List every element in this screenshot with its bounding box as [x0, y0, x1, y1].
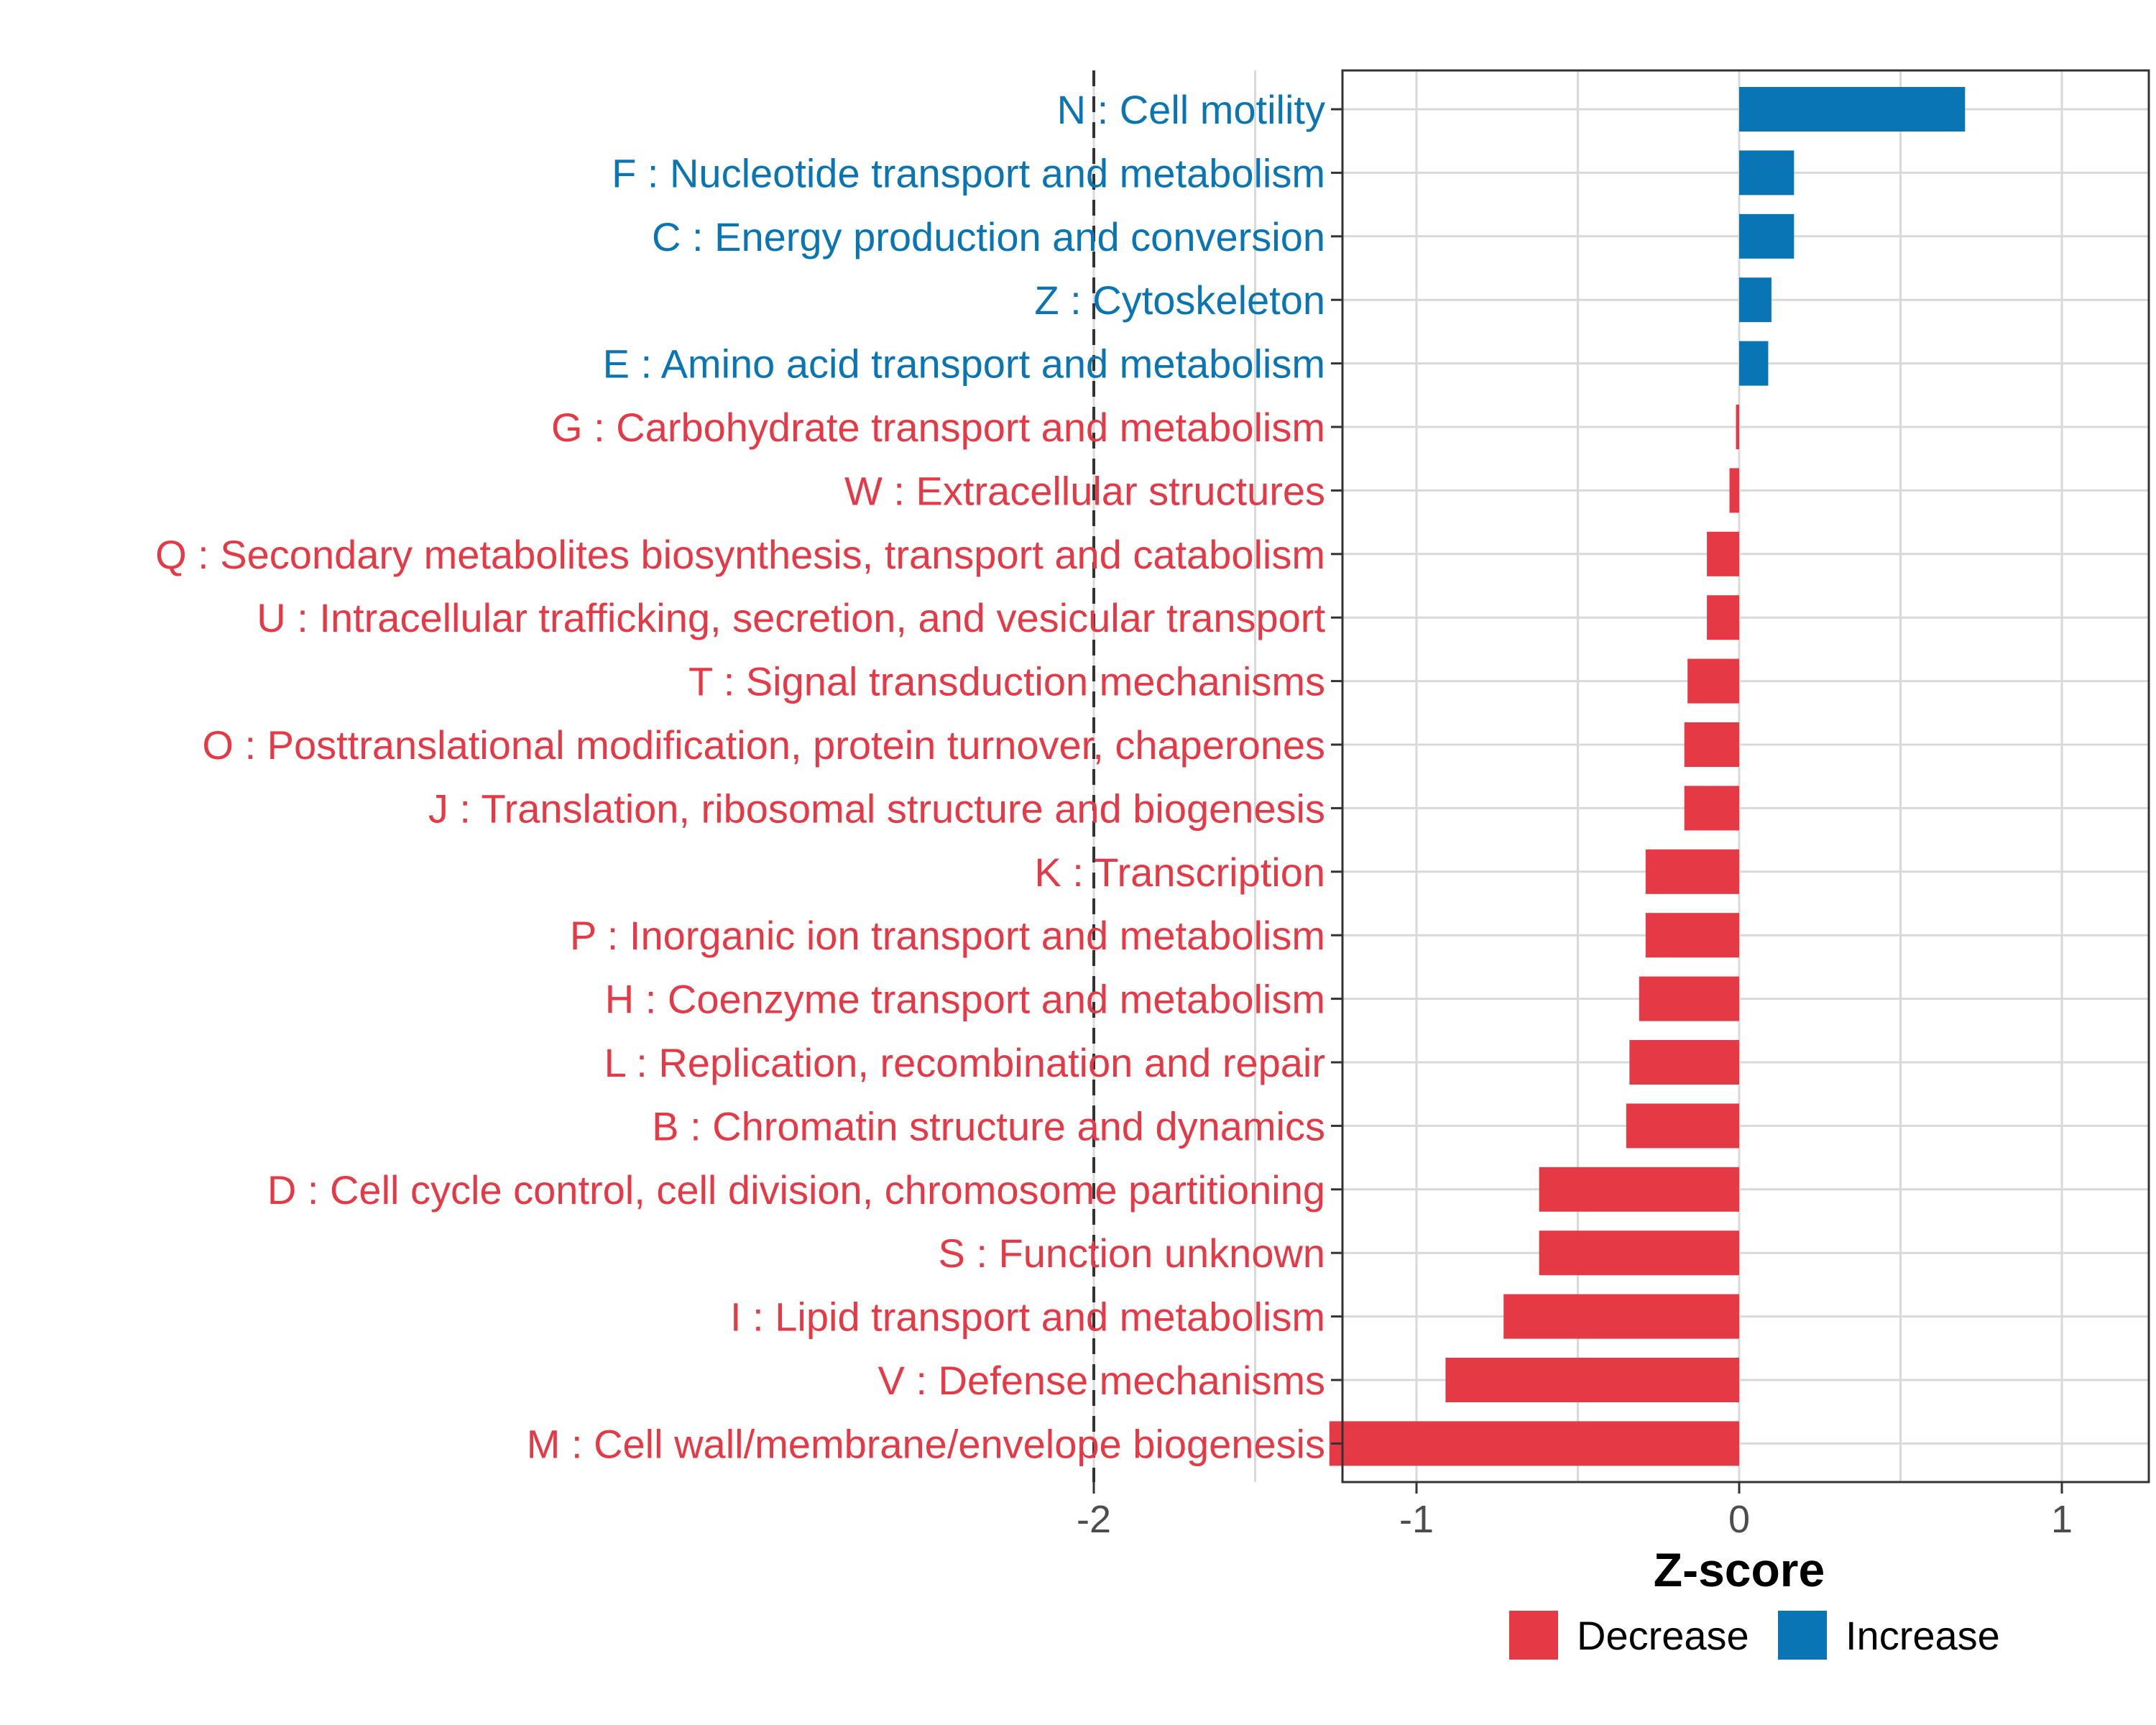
category-label: L : Replication, recombination and repai… — [604, 1040, 1325, 1085]
category-label: D : Cell cycle control, cell division, c… — [267, 1167, 1325, 1213]
category-label: S : Function unknown — [938, 1230, 1325, 1276]
bar-l — [1629, 1040, 1739, 1085]
category-label: P : Inorganic ion transport and metaboli… — [570, 913, 1325, 958]
category-label: F : Nucleotide transport and metabolism — [612, 150, 1325, 196]
category-label: Z : Cytoskeleton — [1034, 277, 1325, 323]
category-label: N : Cell motility — [1057, 87, 1325, 132]
bars — [1329, 87, 1966, 1466]
panel — [1341, 69, 2150, 1484]
category-label: G : Carbohydrate transport and metabolis… — [551, 405, 1325, 450]
category-label: U : Intracellular trafficking, secretion… — [257, 595, 1325, 640]
x-tick-label: -1 — [1399, 1498, 1434, 1541]
bar-f — [1739, 150, 1795, 196]
bar-z — [1739, 277, 1772, 323]
bar-h — [1639, 976, 1739, 1021]
gridlines — [1092, 70, 2149, 1482]
bar-s — [1539, 1230, 1739, 1276]
bar-q — [1707, 531, 1739, 576]
category-label: Q : Secondary metabolites biosynthesis, … — [155, 532, 1325, 577]
legend-label-increase: Increase — [1846, 1613, 2000, 1658]
bar-n — [1739, 87, 1966, 132]
bar-m — [1329, 1421, 1739, 1466]
bar-v — [1445, 1358, 1739, 1402]
x-tick-label: 0 — [1728, 1498, 1750, 1541]
category-label: H : Coenzyme transport and metabolism — [605, 977, 1325, 1022]
x-tick-label: 1 — [2051, 1498, 2073, 1541]
legend-key-decrease — [1509, 1611, 1558, 1660]
bar-b — [1626, 1103, 1739, 1149]
bar-p — [1645, 913, 1739, 958]
category-label: V : Defense mechanisms — [878, 1358, 1325, 1403]
x-tick-label: -2 — [1077, 1498, 1111, 1541]
bar-d — [1539, 1167, 1739, 1212]
x-axis-title: Z-score — [1654, 1543, 1825, 1596]
category-label: I : Lipid transport and metabolism — [730, 1294, 1325, 1340]
category-label: B : Chromatin structure and dynamics — [652, 1103, 1325, 1149]
legend: Decrease Increase — [1509, 1611, 2000, 1660]
bar-u — [1707, 595, 1739, 640]
bar-w — [1729, 468, 1739, 513]
category-label: K : Transcription — [1034, 850, 1325, 895]
bar-g — [1736, 405, 1739, 449]
bar-e — [1739, 341, 1769, 386]
category-labels: N : Cell motility F : Nucleotide transpor… — [155, 87, 1325, 1466]
legend-label-decrease: Decrease — [1577, 1613, 1749, 1658]
category-label: W : Extracellular structures — [844, 468, 1325, 513]
category-label: J : Translation, ribosomal structure and… — [428, 786, 1325, 831]
category-label: O : Posttranslational modification, prot… — [202, 722, 1325, 768]
bar-c — [1739, 213, 1795, 259]
x-axis: -2-1012 — [1077, 108, 2073, 1541]
panel-border — [1341, 69, 2150, 1484]
legend-key-increase — [1778, 1611, 1827, 1660]
bar-t — [1687, 658, 1739, 704]
bar-i — [1503, 1294, 1739, 1339]
category-label: M : Cell wall/membrane/envelope biogenes… — [527, 1421, 1325, 1466]
bar-j — [1684, 786, 1739, 831]
category-label: E : Amino acid transport and metabolism — [603, 341, 1325, 387]
bar-o — [1684, 722, 1739, 767]
category-label: C : Energy production and conversion — [652, 214, 1325, 259]
bar-k — [1645, 849, 1739, 894]
reference-lines — [1092, 70, 1095, 1482]
category-label: T : Signal transduction mechanisms — [688, 659, 1325, 704]
